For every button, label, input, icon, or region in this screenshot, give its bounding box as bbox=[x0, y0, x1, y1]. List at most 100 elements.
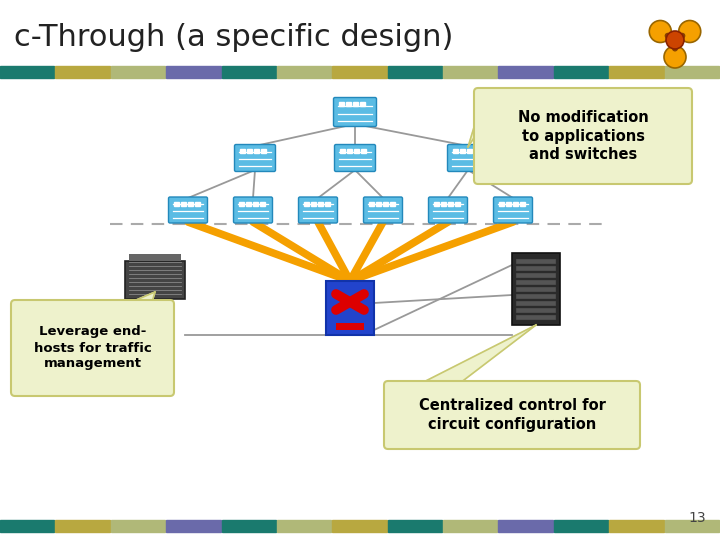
Bar bbox=[443, 66, 498, 78]
Text: No modification
to applications
and switches: No modification to applications and swit… bbox=[518, 110, 649, 162]
Bar bbox=[222, 66, 276, 78]
Bar bbox=[325, 201, 330, 206]
Polygon shape bbox=[127, 292, 155, 304]
Bar bbox=[387, 66, 442, 78]
Bar bbox=[55, 66, 109, 78]
Circle shape bbox=[680, 33, 685, 39]
Bar bbox=[129, 254, 181, 261]
Bar bbox=[390, 201, 395, 206]
Bar bbox=[453, 149, 458, 153]
Bar bbox=[516, 287, 556, 292]
Text: Leverage end-
hosts for traffic
management: Leverage end- hosts for traffic manageme… bbox=[34, 326, 151, 370]
Bar bbox=[111, 520, 165, 532]
FancyBboxPatch shape bbox=[428, 197, 467, 223]
Bar bbox=[174, 201, 179, 206]
Circle shape bbox=[649, 21, 671, 43]
Bar bbox=[346, 102, 351, 106]
Bar bbox=[498, 66, 553, 78]
Bar bbox=[188, 201, 193, 206]
Bar bbox=[474, 149, 479, 153]
Bar bbox=[665, 66, 719, 78]
Bar bbox=[460, 149, 465, 153]
Bar bbox=[304, 201, 309, 206]
Bar bbox=[360, 102, 365, 106]
FancyBboxPatch shape bbox=[235, 145, 276, 172]
Bar bbox=[516, 273, 556, 278]
Circle shape bbox=[664, 46, 686, 68]
Bar bbox=[277, 66, 331, 78]
Bar bbox=[222, 520, 276, 532]
Bar bbox=[326, 281, 374, 335]
Bar bbox=[181, 201, 186, 206]
Bar bbox=[354, 149, 359, 153]
Bar bbox=[516, 266, 556, 271]
Bar bbox=[499, 201, 504, 206]
FancyBboxPatch shape bbox=[474, 88, 692, 184]
Bar bbox=[333, 520, 387, 532]
Bar bbox=[277, 520, 331, 532]
Bar bbox=[239, 201, 244, 206]
Polygon shape bbox=[418, 325, 536, 385]
Polygon shape bbox=[468, 114, 478, 147]
FancyBboxPatch shape bbox=[493, 197, 533, 223]
Bar bbox=[516, 294, 556, 299]
FancyBboxPatch shape bbox=[384, 381, 640, 449]
Bar bbox=[261, 149, 266, 153]
Bar bbox=[448, 201, 453, 206]
Bar bbox=[340, 149, 345, 153]
Bar bbox=[247, 149, 252, 153]
FancyBboxPatch shape bbox=[335, 145, 376, 172]
Text: c-Through (a specific design): c-Through (a specific design) bbox=[14, 23, 454, 52]
Bar bbox=[333, 66, 387, 78]
Bar bbox=[443, 520, 498, 532]
FancyBboxPatch shape bbox=[333, 98, 377, 126]
Text: Centralized control for
circuit configuration: Centralized control for circuit configur… bbox=[418, 398, 606, 432]
Bar bbox=[254, 149, 259, 153]
Bar bbox=[516, 280, 556, 285]
Circle shape bbox=[679, 21, 701, 43]
Bar bbox=[516, 259, 556, 264]
Bar bbox=[55, 520, 109, 532]
Bar bbox=[376, 201, 381, 206]
Bar bbox=[260, 201, 265, 206]
Bar bbox=[455, 201, 460, 206]
Bar bbox=[513, 201, 518, 206]
Bar bbox=[311, 201, 316, 206]
FancyBboxPatch shape bbox=[364, 197, 402, 223]
Bar bbox=[516, 308, 556, 313]
Bar bbox=[609, 66, 664, 78]
FancyBboxPatch shape bbox=[11, 300, 174, 396]
Bar bbox=[353, 102, 358, 106]
Bar bbox=[166, 66, 220, 78]
Bar bbox=[111, 66, 165, 78]
FancyBboxPatch shape bbox=[233, 197, 272, 223]
Bar bbox=[434, 201, 439, 206]
Bar bbox=[498, 520, 553, 532]
Bar bbox=[240, 149, 245, 153]
Bar bbox=[125, 261, 185, 299]
FancyBboxPatch shape bbox=[299, 197, 338, 223]
Bar bbox=[369, 201, 374, 206]
Bar bbox=[554, 66, 608, 78]
Bar bbox=[339, 102, 344, 106]
Bar bbox=[441, 201, 446, 206]
Bar bbox=[336, 323, 364, 330]
Bar bbox=[361, 149, 366, 153]
Bar bbox=[166, 520, 220, 532]
Bar bbox=[0, 66, 55, 78]
Circle shape bbox=[665, 33, 670, 39]
Bar bbox=[246, 201, 251, 206]
Bar bbox=[609, 520, 664, 532]
Bar bbox=[383, 201, 388, 206]
FancyBboxPatch shape bbox=[168, 197, 207, 223]
Text: 13: 13 bbox=[688, 511, 706, 525]
Bar bbox=[318, 201, 323, 206]
Bar bbox=[512, 253, 560, 325]
Bar bbox=[516, 301, 556, 306]
Bar bbox=[467, 149, 472, 153]
Bar bbox=[253, 201, 258, 206]
Bar bbox=[506, 201, 511, 206]
Bar bbox=[195, 201, 200, 206]
Bar bbox=[516, 315, 556, 320]
Bar bbox=[665, 520, 719, 532]
